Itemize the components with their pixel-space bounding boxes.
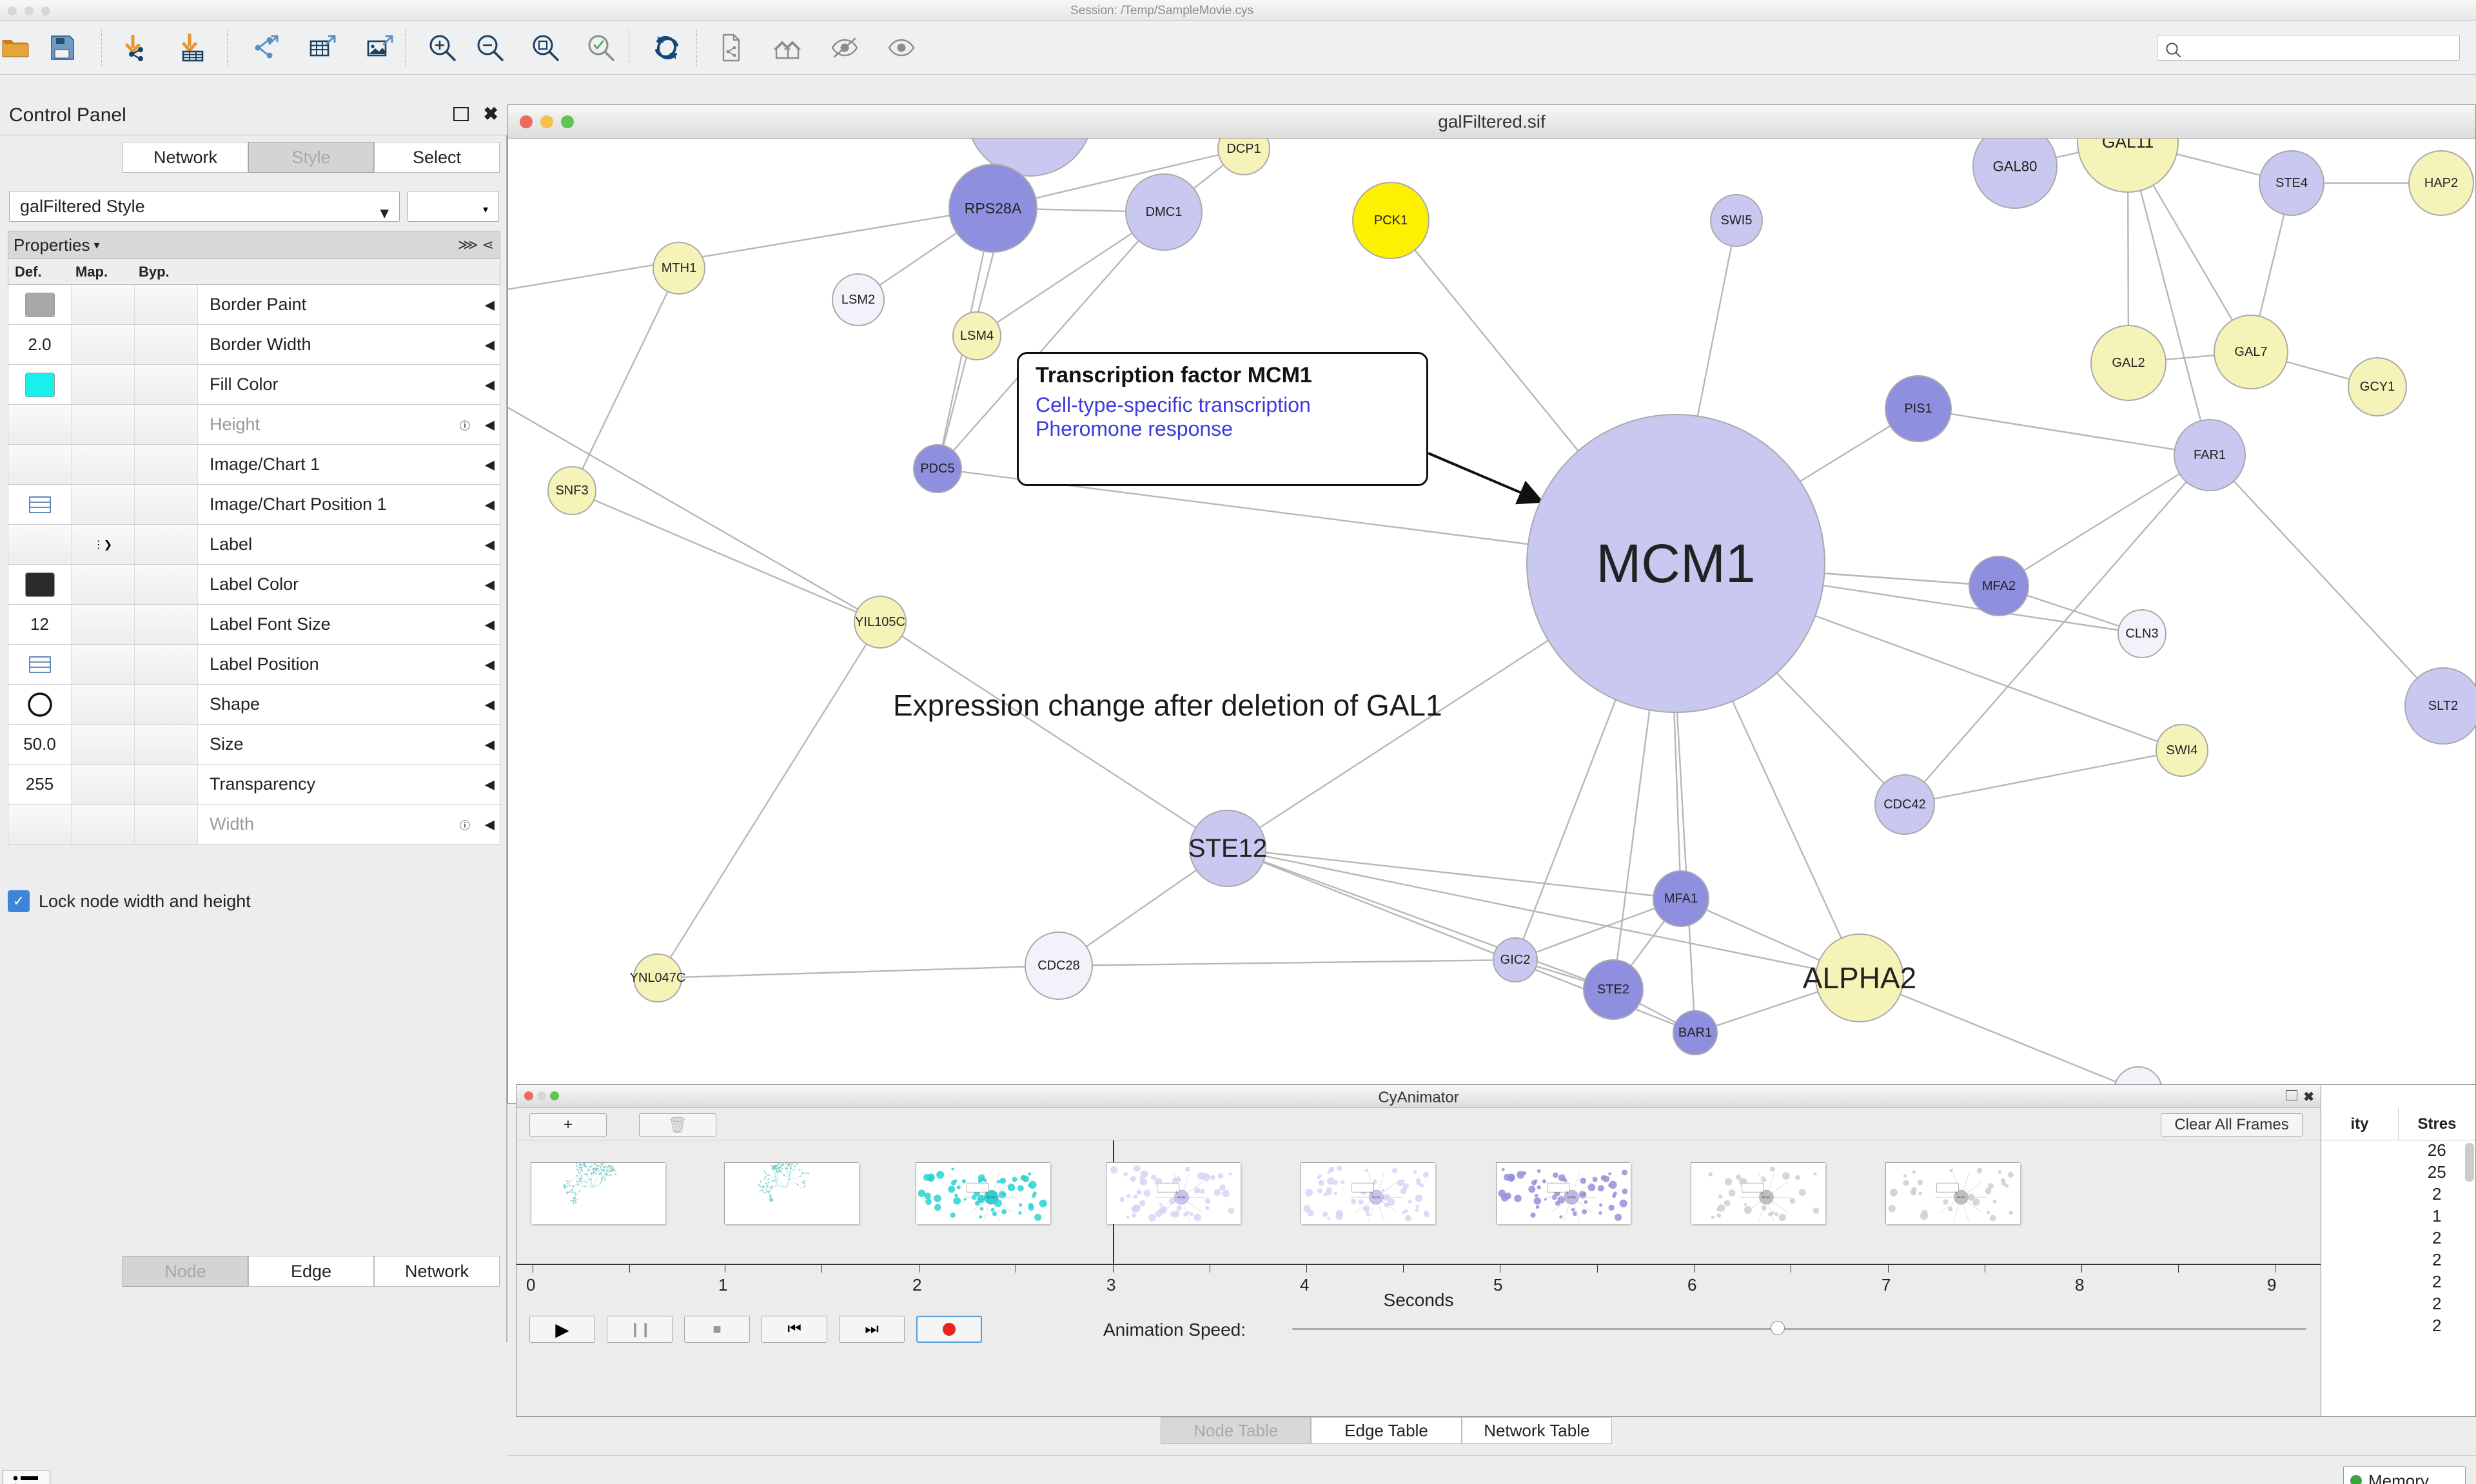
svg-text:MCM1: MCM1 (1567, 1196, 1577, 1199)
svg-text:GAL11: GAL11 (2102, 139, 2154, 151)
svg-text:CLN3: CLN3 (2125, 627, 2158, 641)
svg-text:GAL2: GAL2 (2112, 356, 2145, 370)
svg-text:DMC1: DMC1 (1146, 205, 1183, 219)
svg-text:MCM1: MCM1 (987, 1196, 996, 1199)
svg-text:MFA2: MFA2 (1982, 579, 2016, 593)
svg-text:LSM2: LSM2 (841, 293, 875, 307)
svg-text:DCP1: DCP1 (1226, 142, 1261, 156)
svg-text:HAP2: HAP2 (2424, 176, 2458, 190)
svg-text:SWI5: SWI5 (1721, 213, 1753, 228)
svg-text:CDC28: CDC28 (1037, 959, 1080, 973)
svg-text:MCM1: MCM1 (1177, 1196, 1186, 1199)
svg-text:GCY1: GCY1 (2360, 380, 2395, 394)
svg-text:SNF3: SNF3 (555, 483, 588, 498)
svg-text:SLT2: SLT2 (2428, 699, 2458, 713)
svg-text:MFA1: MFA1 (1664, 892, 1698, 906)
svg-text:GAL80: GAL80 (1993, 159, 2038, 175)
svg-text:PIS1: PIS1 (1904, 402, 1932, 416)
svg-text:MTH1: MTH1 (662, 261, 696, 275)
svg-text:SWI4: SWI4 (2166, 743, 2198, 757)
svg-text:RPS28A: RPS28A (965, 200, 1022, 217)
svg-text:CDC42: CDC42 (1883, 797, 1926, 812)
svg-text:BAR1: BAR1 (1678, 1026, 1712, 1040)
svg-text:STE12: STE12 (1188, 834, 1267, 863)
svg-text:GIC2: GIC2 (1500, 953, 1531, 967)
svg-text:MCM1: MCM1 (1957, 1196, 1966, 1199)
svg-text:MCM1: MCM1 (1596, 533, 1755, 594)
svg-text:LSM4: LSM4 (960, 329, 994, 343)
svg-text:ALPHA2: ALPHA2 (1803, 961, 1916, 995)
svg-text:PCK1: PCK1 (1374, 213, 1408, 228)
svg-text:MCM1: MCM1 (1762, 1196, 1771, 1199)
svg-text:YIL105C: YIL105C (855, 615, 905, 629)
svg-text:GAL7: GAL7 (2234, 345, 2267, 359)
svg-text:STE4: STE4 (2275, 176, 2308, 190)
svg-text:FAR1: FAR1 (2194, 448, 2226, 462)
svg-text:MCM1: MCM1 (1372, 1196, 1381, 1199)
svg-text:STE2: STE2 (1597, 982, 1629, 997)
svg-text:PDC5: PDC5 (920, 462, 954, 476)
svg-text:YNL047C: YNL047C (630, 971, 686, 985)
